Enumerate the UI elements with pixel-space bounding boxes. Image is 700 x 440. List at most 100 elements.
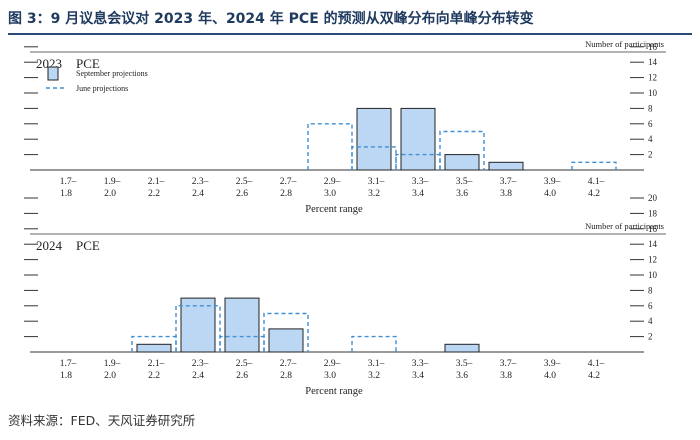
legend-september-swatch	[47, 66, 59, 81]
y-tick-label: 4	[648, 316, 653, 326]
x-tick-label-bottom: 2.2	[148, 371, 160, 381]
y-tick-label: 16	[648, 224, 658, 234]
x-tick-label-top: 3.7–	[500, 177, 517, 187]
x-tick-label-top: 1.9–	[104, 359, 121, 369]
y-tick-label: 10	[648, 270, 658, 280]
x-tick-label-bottom: 4.0	[544, 189, 556, 199]
x-tick-label-bottom: 3.8	[500, 189, 512, 199]
x-tick-label-top: 3.5–	[456, 359, 473, 369]
x-tick-label-bottom: 2.0	[104, 189, 116, 199]
x-tick-label-top: 2.7–	[280, 177, 297, 187]
june-projection-outline	[175, 305, 221, 352]
x-tick-label-bottom: 3.8	[500, 371, 512, 381]
x-tick-label-bottom: 3.0	[324, 189, 336, 199]
x-tick-label-top: 2.1–	[148, 359, 165, 369]
y-tick-label: 14	[648, 239, 658, 249]
y-tick-label: 16	[648, 42, 658, 52]
june-projection-outline	[571, 161, 617, 170]
x-tick-label-bottom: 2.8	[280, 371, 292, 381]
x-tick-label-bottom: 1.8	[60, 189, 72, 199]
x-tick-label-bottom: 3.4	[412, 189, 424, 199]
y-tick-label: 10	[648, 88, 658, 98]
x-axis-title: Percent range	[305, 386, 363, 397]
x-tick-label-top: 1.7–	[60, 177, 77, 187]
x-tick-label-bottom: 2.4	[192, 189, 204, 199]
september-bar	[400, 107, 436, 171]
june-projection-outline	[395, 153, 441, 170]
june-projection-outline	[219, 335, 265, 352]
x-tick-label-top: 4.1–	[588, 359, 605, 369]
x-tick-label-top: 3.1–	[368, 177, 385, 187]
x-tick-label-bottom: 2.6	[236, 189, 248, 199]
y-axis-title: Number of participants	[585, 221, 664, 231]
x-tick-label-top: 2.1–	[148, 177, 165, 187]
september-bar	[180, 297, 216, 353]
september-bar	[444, 343, 480, 353]
june-projection-outline	[307, 123, 353, 170]
x-tick-label-bottom: 1.8	[60, 371, 72, 381]
x-tick-label-bottom: 3.4	[412, 371, 424, 381]
x-tick-label-bottom: 2.6	[236, 371, 248, 381]
x-tick-label-bottom: 3.0	[324, 371, 336, 381]
x-tick-label-top: 3.3–	[412, 177, 429, 187]
panel-year-label: 2024	[36, 238, 63, 253]
y-tick-label: 14	[648, 57, 658, 67]
september-bar	[444, 154, 480, 171]
june-projection-outline	[351, 146, 397, 170]
x-tick-label-top: 1.7–	[60, 359, 77, 369]
x-tick-label-bottom: 3.6	[456, 371, 468, 381]
y-tick-label: 2	[648, 332, 653, 342]
panel-variable-label: PCE	[76, 238, 100, 253]
x-tick-label-bottom: 2.4	[192, 371, 204, 381]
september-bar	[356, 107, 392, 171]
figure-title: 图 3：9 月议息会议对 2023 年、2024 年 PCE 的预测从双峰分布向…	[8, 11, 534, 27]
y-tick-label: 6	[648, 301, 653, 311]
september-bar	[268, 328, 304, 353]
x-tick-label-top: 2.5–	[236, 177, 253, 187]
y-tick-label: 8	[648, 285, 653, 295]
x-tick-label-top: 2.7–	[280, 359, 297, 369]
june-projection-outline	[351, 335, 397, 352]
x-tick-label-bottom: 3.6	[456, 189, 468, 199]
x-tick-label-top: 3.3–	[412, 359, 429, 369]
x-tick-label-top: 3.7–	[500, 359, 517, 369]
x-tick-label-top: 4.1–	[588, 177, 605, 187]
x-tick-label-top: 2.5–	[236, 359, 253, 369]
june-projection-outline	[439, 130, 485, 170]
x-tick-label-top: 3.5–	[456, 177, 473, 187]
x-tick-label-bottom: 3.2	[368, 189, 380, 199]
september-bar	[224, 297, 260, 353]
x-tick-label-bottom: 2.2	[148, 189, 160, 199]
x-axis-title: Percent range	[305, 204, 363, 215]
x-tick-label-top: 3.1–	[368, 359, 385, 369]
x-tick-label-bottom: 4.2	[588, 371, 600, 381]
x-tick-label-bottom: 4.2	[588, 189, 600, 199]
y-tick-label: 12	[648, 255, 657, 265]
x-tick-label-top: 2.9–	[324, 359, 341, 369]
x-tick-label-bottom: 3.2	[368, 371, 380, 381]
x-tick-label-top: 2.3–	[192, 359, 209, 369]
y-tick-label: 4	[648, 134, 653, 144]
x-tick-label-bottom: 2.8	[280, 189, 292, 199]
legend-september-label: September projections	[76, 69, 148, 78]
x-tick-label-top: 2.3–	[192, 177, 209, 187]
y-tick-label: 12	[648, 73, 657, 83]
panel-variable-label: PCE	[76, 56, 100, 71]
chart-panel-2024: Number of participants 2024 PCE 2 4 6 8 10 12 14 1…	[24, 193, 666, 397]
y-tick-label: 6	[648, 119, 653, 129]
legend-june-label: June projections	[76, 84, 128, 93]
x-tick-label-top: 1.9–	[104, 177, 121, 187]
x-tick-label-bottom: 4.0	[544, 371, 556, 381]
x-tick-label-bottom: 2.0	[104, 371, 116, 381]
x-tick-label-top: 3.9–	[544, 177, 561, 187]
june-projection-outline	[131, 335, 177, 352]
y-tick-label: 18	[648, 208, 658, 218]
y-tick-label: 20	[648, 193, 658, 203]
y-tick-label: 2	[648, 150, 653, 160]
june-projection-outline	[263, 312, 309, 352]
x-tick-label-top: 2.9–	[324, 177, 341, 187]
source-note: 资料来源：FED、天风证券研究所	[8, 413, 196, 428]
september-bar	[136, 343, 172, 353]
